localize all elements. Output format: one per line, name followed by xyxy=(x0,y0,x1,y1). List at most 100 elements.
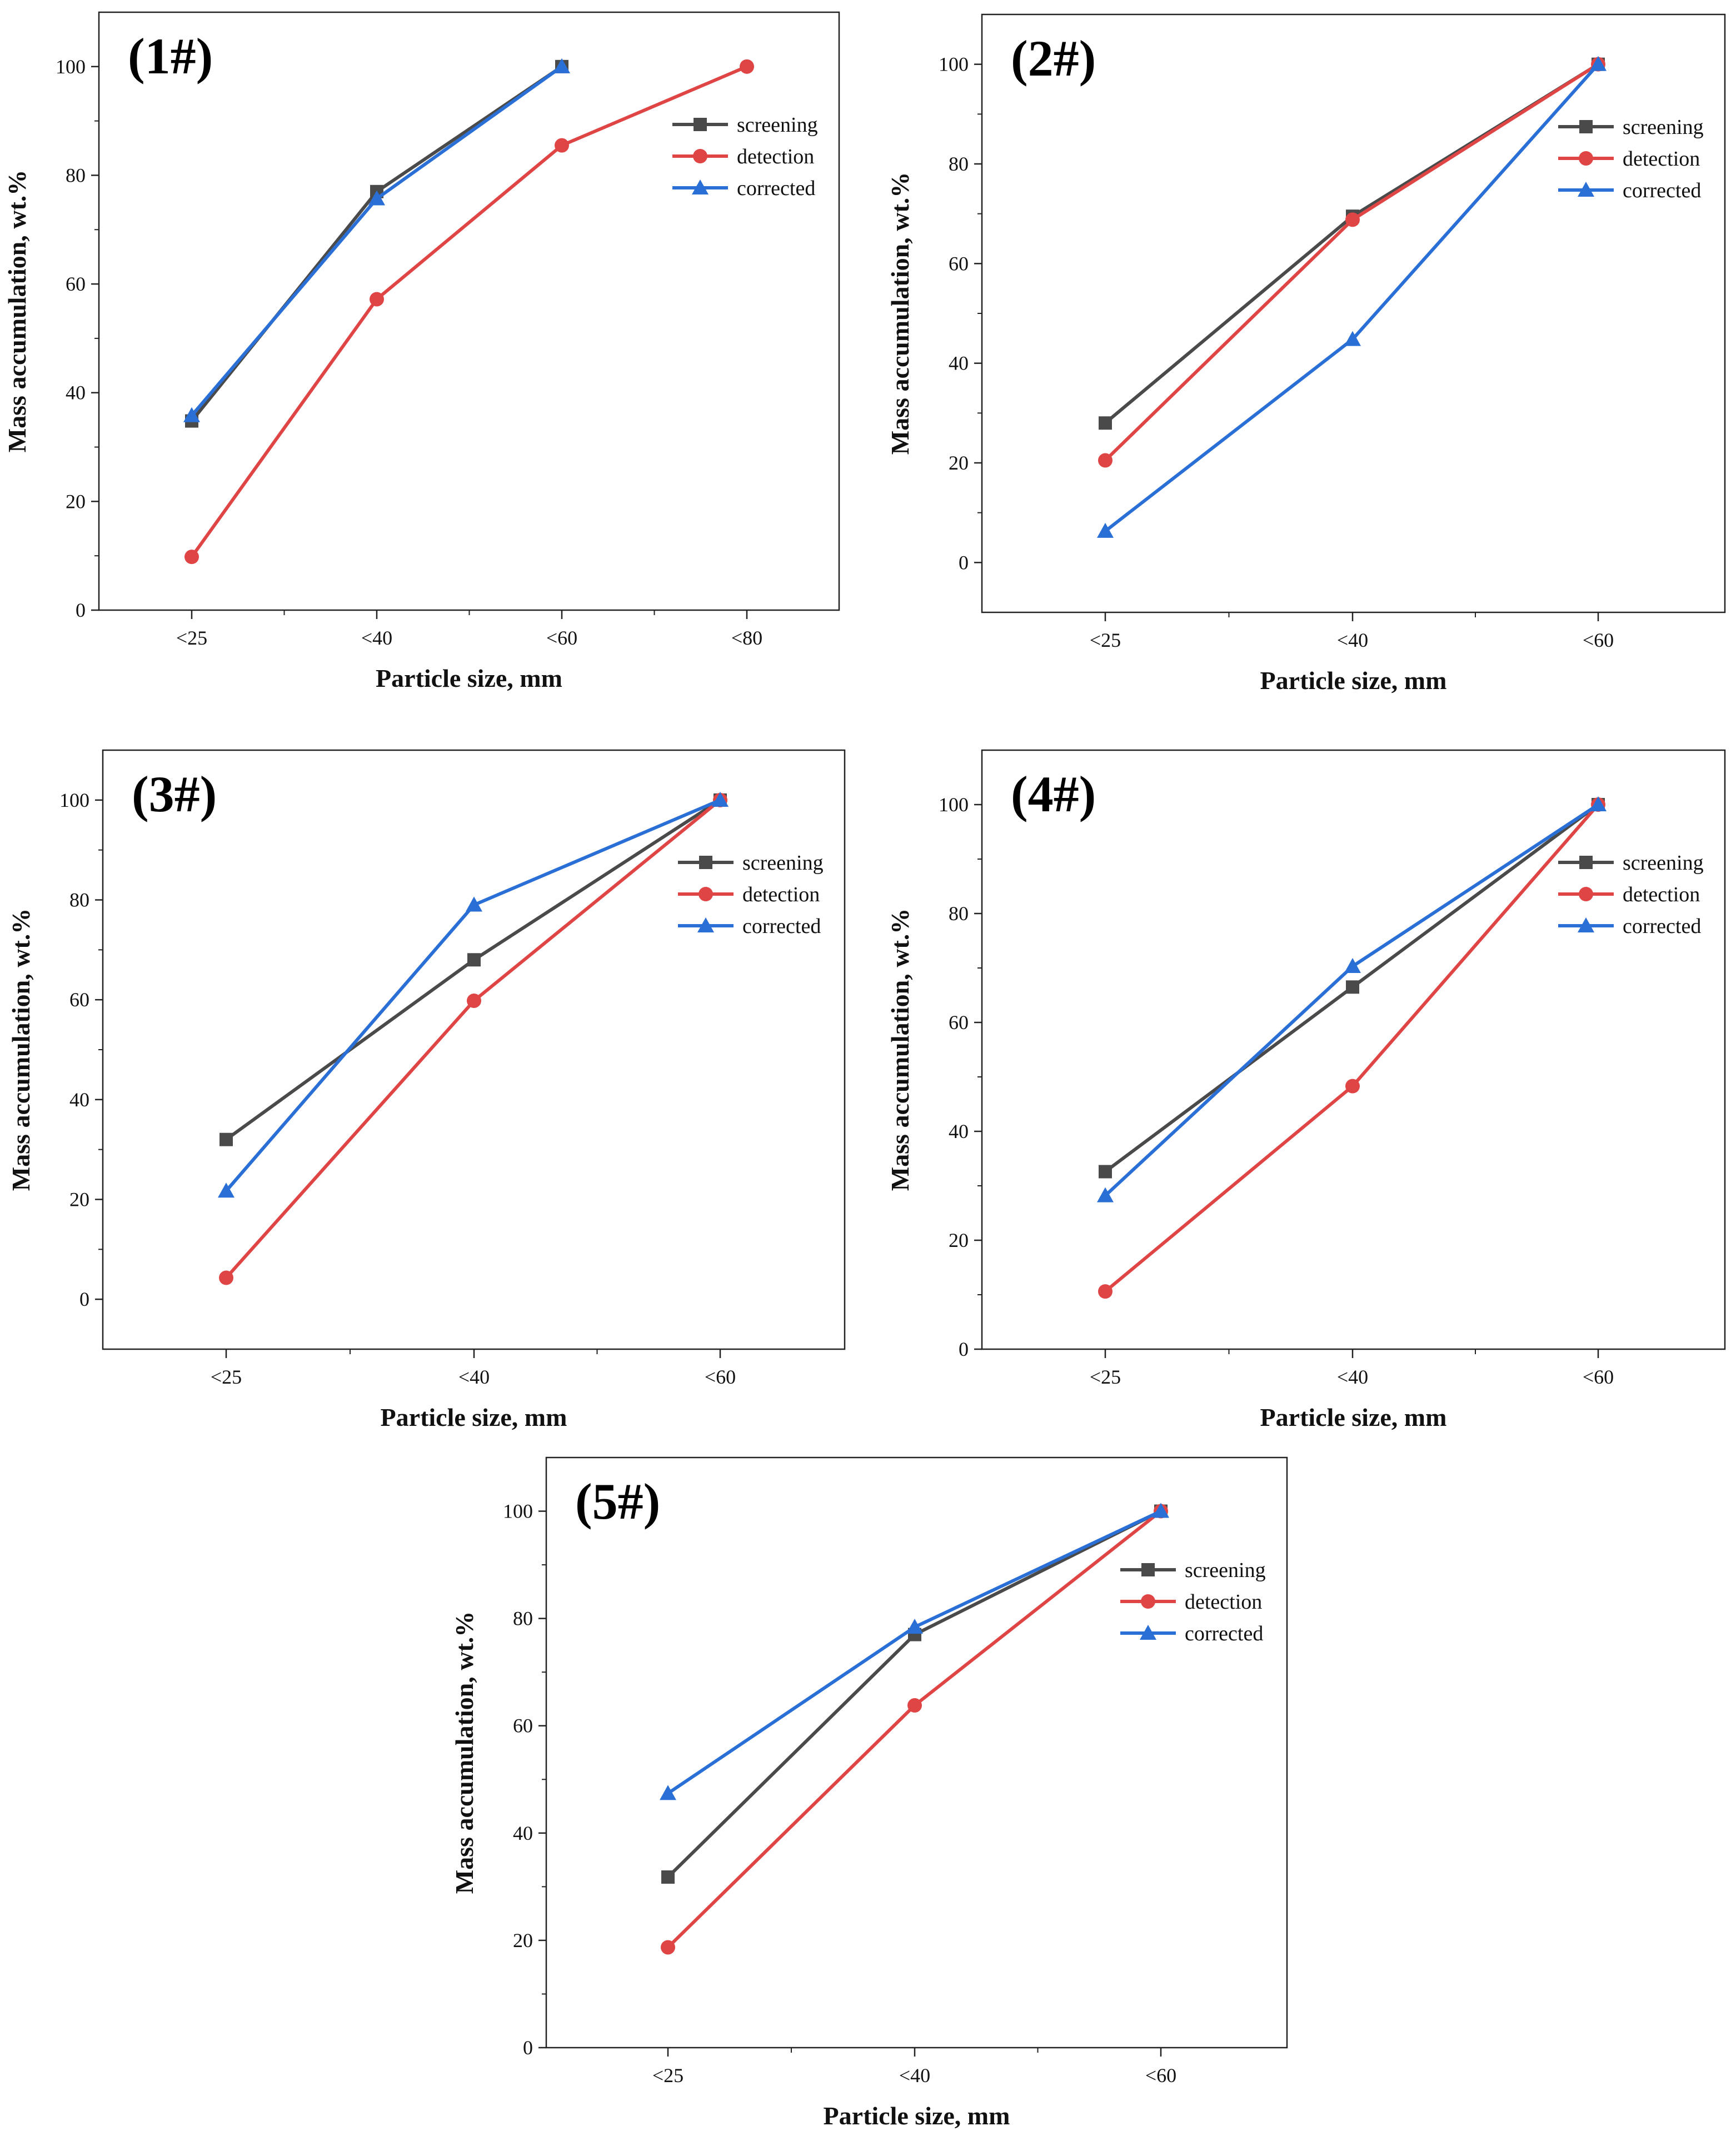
series-line-corrected xyxy=(1104,803,1599,1197)
panel-label: (3#) xyxy=(132,766,217,822)
y-axis-title: Mass accumulation, wt.% xyxy=(886,172,914,455)
panel-label: (4#) xyxy=(1011,766,1096,822)
data-point-corrected xyxy=(660,1785,676,1800)
legend-label-detection: detection xyxy=(1623,147,1700,171)
data-point-corrected xyxy=(183,407,200,422)
series-line-detection xyxy=(666,1510,1162,1949)
legend-label-screening: screening xyxy=(1623,851,1704,875)
data-point-corrected xyxy=(368,190,385,206)
y-tick-label: 60 xyxy=(513,1715,533,1737)
legend-label-detection: detection xyxy=(742,883,820,906)
chart-panel-5: 0 20 40 60 80 100 <25 <40 <60 Particle size, mm Ma… xyxy=(450,1456,1288,2130)
legend-label-screening: screening xyxy=(1623,116,1704,139)
legend-label-corrected: corrected xyxy=(1185,1622,1263,1645)
y-tick-label: 20 xyxy=(66,490,86,512)
data-point-screening xyxy=(1346,980,1359,994)
legend-label-screening: screening xyxy=(742,851,824,875)
data-point-screening xyxy=(467,953,481,967)
data-point-corrected xyxy=(553,58,570,73)
plot-frame xyxy=(98,11,840,611)
legend-marker-screening xyxy=(1579,856,1593,869)
chart-panel-1: 0 20 40 60 80 100 <25 <40 <60 <80 Particle size, m… xyxy=(3,11,840,692)
data-point-detection xyxy=(184,550,199,565)
y-tick-label: 80 xyxy=(69,889,89,911)
x-tick-label: <40 xyxy=(899,2064,930,2087)
data-point-screening xyxy=(220,1132,233,1146)
y-tick-label: 80 xyxy=(949,902,969,925)
x-tick-label: <25 xyxy=(1090,629,1121,651)
y-tick-label: 40 xyxy=(949,352,969,375)
y-tick-label: 100 xyxy=(503,1500,533,1523)
y-tick-label: 100 xyxy=(59,789,89,811)
x-axis-title: Particle size, mm xyxy=(376,664,562,692)
x-axis-title: Particle size, mm xyxy=(824,2102,1010,2130)
legend-marker-detection xyxy=(693,149,707,163)
plot-frame xyxy=(545,1456,1288,2049)
y-tick-label: 20 xyxy=(949,452,969,474)
x-tick-label: <60 xyxy=(1583,1366,1614,1388)
series-line-corrected xyxy=(667,1509,1162,1795)
data-point-corrected xyxy=(1590,56,1607,71)
y-tick-label: 60 xyxy=(949,252,969,275)
legend-marker-corrected xyxy=(1578,917,1594,932)
x-tick-label: <25 xyxy=(211,1366,242,1388)
data-point-corrected xyxy=(712,791,729,807)
legend-label-screening: screening xyxy=(737,113,818,137)
x-axis-title: Particle size, mm xyxy=(381,1403,567,1431)
data-point-detection xyxy=(555,138,569,153)
y-tick-label: 40 xyxy=(949,1120,969,1142)
data-point-detection xyxy=(661,1940,675,1955)
legend-marker-corrected xyxy=(692,179,709,194)
series-line-screening xyxy=(666,1509,1162,1879)
x-tick-label: <25 xyxy=(1090,1366,1121,1388)
legend-label-corrected: corrected xyxy=(737,177,815,200)
data-point-screening xyxy=(661,1870,675,1884)
legend-label-screening: screening xyxy=(1185,1559,1266,1582)
data-point-corrected xyxy=(906,1619,923,1634)
x-tick-label: <40 xyxy=(361,627,392,649)
legend-label-detection: detection xyxy=(737,145,814,168)
y-tick-label: 20 xyxy=(513,1929,533,1952)
series-line-corrected xyxy=(1104,63,1600,533)
series-line-corrected xyxy=(190,65,563,417)
data-point-detection xyxy=(1098,453,1113,468)
x-tick-label: <80 xyxy=(731,627,762,649)
y-tick-label: 20 xyxy=(69,1189,89,1211)
y-tick-label: 40 xyxy=(66,382,86,404)
x-tick-label: <40 xyxy=(1337,629,1368,651)
y-tick-label: 0 xyxy=(959,1338,969,1360)
y-axis-title: Mass accumulation, wt.% xyxy=(3,170,31,453)
x-tick-label: <40 xyxy=(1337,1366,1368,1388)
y-tick-label: 0 xyxy=(959,551,969,573)
y-axis-title: Mass accumulation, wt.% xyxy=(450,1611,478,1894)
legend-label-corrected: corrected xyxy=(1623,179,1701,202)
x-axis-title: Particle size, mm xyxy=(1260,666,1447,695)
data-point-detection xyxy=(1345,212,1360,227)
y-tick-label: 60 xyxy=(69,989,89,1011)
data-point-corrected xyxy=(1344,958,1361,974)
y-tick-label: 80 xyxy=(66,164,86,186)
y-tick-label: 100 xyxy=(939,53,969,76)
data-point-detection xyxy=(907,1698,922,1713)
plot-frame xyxy=(981,749,1726,1350)
data-point-corrected xyxy=(1097,1187,1114,1202)
panel-label: (5#) xyxy=(575,1473,660,1530)
panel-label: (2#) xyxy=(1011,30,1096,87)
data-point-detection xyxy=(1345,1079,1360,1094)
x-axis-title: Particle size, mm xyxy=(1260,1403,1447,1431)
panel-label: (1#) xyxy=(128,28,213,84)
y-tick-label: 80 xyxy=(949,153,969,175)
data-point-corrected xyxy=(1097,522,1114,538)
y-tick-label: 100 xyxy=(939,793,969,816)
series-line-screening xyxy=(225,798,721,1141)
y-tick-label: 60 xyxy=(66,273,86,295)
data-point-corrected xyxy=(1590,796,1607,811)
data-point-corrected xyxy=(218,1182,235,1198)
legend-marker-screening xyxy=(1141,1563,1155,1576)
y-axis-title: Mass accumulation, wt.% xyxy=(7,909,35,1191)
legend-marker-screening xyxy=(1579,120,1593,133)
x-tick-label: <60 xyxy=(1145,2064,1176,2087)
y-tick-label: 0 xyxy=(79,1288,89,1310)
x-tick-label: <40 xyxy=(458,1366,490,1388)
x-tick-label: <60 xyxy=(705,1366,736,1388)
